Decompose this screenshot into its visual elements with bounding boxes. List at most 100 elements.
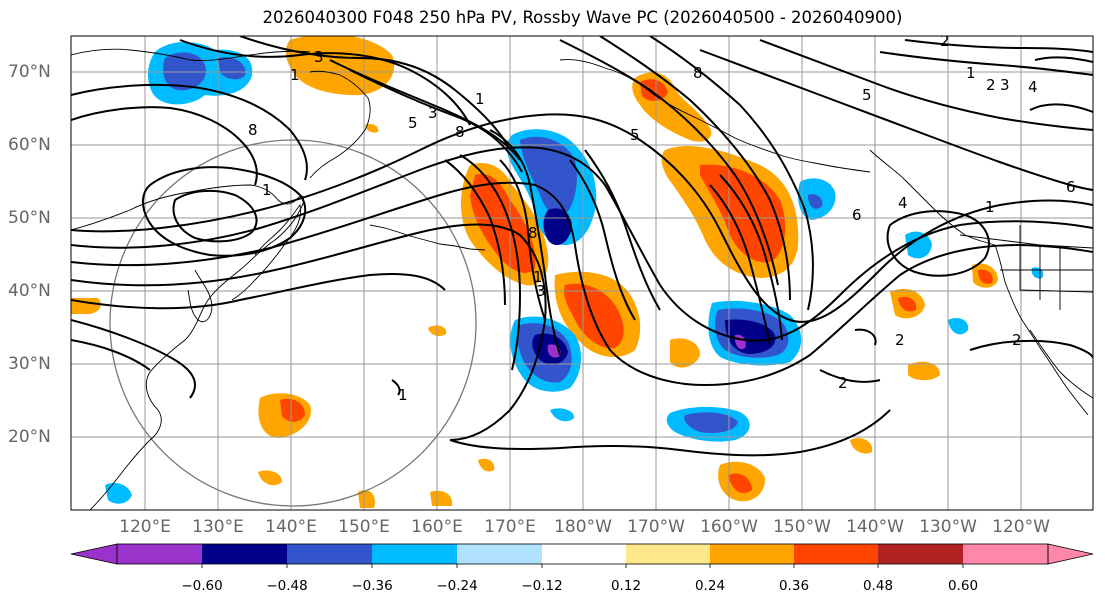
lon-label: 130°E: [192, 517, 244, 537]
contour-label: 1: [533, 268, 543, 286]
contour-36: [391, 379, 401, 396]
contour-16: [559, 39, 779, 286]
colorbar-bin: [878, 544, 963, 564]
colorbar-bin: [710, 544, 794, 564]
contour-20: [759, 39, 1093, 131]
contour-label: 8: [455, 123, 465, 141]
contour-26: [449, 409, 891, 457]
lon-label: 180°W: [554, 517, 612, 537]
colorbar-upper-extension: [1047, 543, 1094, 565]
negative-anomaly-tropical-west: [105, 482, 132, 504]
positive-anomaly-small-3: [258, 470, 282, 486]
contour-label: 4: [898, 194, 908, 212]
contour-27: [819, 369, 881, 383]
positive-anomaly-southeast: [908, 361, 940, 381]
contour-28: [489, 129, 561, 356]
colorbar-frame: [116, 543, 1049, 565]
contour-label: 1: [475, 90, 485, 108]
mexico-coastline: [1029, 329, 1093, 399]
map-panel: 8 1 5 8 3 3 1 8 5 1 5 8 6 4 1 6 2 1 2 3 …: [71, 36, 1093, 510]
contour-label: 3: [428, 104, 438, 122]
contour-label: 5: [630, 126, 640, 144]
contour-33: [584, 149, 661, 311]
aleutian-chain: [369, 224, 486, 251]
contour-4: [71, 223, 547, 441]
asia-coastline: [71, 184, 305, 510]
contour-5: [71, 272, 446, 310]
lat-label: 50°N: [8, 208, 51, 228]
colorbar-bin: [963, 544, 1048, 564]
positive-anomaly-small-7: [365, 123, 379, 133]
contour-21: [879, 51, 1093, 76]
negative-anomaly-dateline-north-mid: [520, 136, 577, 217]
contour-25: [969, 339, 1093, 359]
colorbar-bin: [117, 544, 202, 564]
colorbar-tick-label: 0.36: [778, 578, 810, 594]
positive-anomaly-subtropical-east: [670, 338, 700, 368]
contour-7: [71, 339, 151, 371]
contour-9: [172, 189, 258, 243]
us-state-lines: [1000, 225, 1093, 310]
contour-10: [71, 106, 258, 186]
contour-11: [71, 83, 308, 181]
range-ring: [109, 139, 477, 507]
colorbar-bin: [626, 544, 710, 564]
contour-label: 6: [1066, 178, 1076, 196]
colorbar-bin: [794, 544, 878, 564]
colorbar-bin: [457, 544, 542, 564]
colorbar-tick-label: 0.12: [610, 578, 642, 594]
lat-lon-grid: [71, 36, 1093, 510]
contour-label: 1: [966, 64, 976, 82]
lon-label: 150°W: [773, 517, 831, 537]
kamchatka-coastline: [309, 70, 371, 179]
positive-anomaly-central-pacific-core: [564, 283, 624, 349]
contour-32: [569, 159, 636, 321]
map-frame: [70, 35, 1094, 511]
colorbar-bin: [202, 544, 287, 564]
contour-29: [499, 159, 546, 321]
contour-30: [459, 154, 522, 371]
contour-38: [1034, 56, 1093, 63]
lon-label: 170°W: [627, 517, 685, 537]
contour-label: 2: [838, 374, 848, 392]
negative-anomaly-hawaii-north-core: [684, 412, 738, 434]
contour-label: 1: [262, 181, 272, 199]
negative-anomaly-baja: [948, 318, 969, 335]
colorbar-tick-label: −0.48: [266, 578, 308, 594]
map-title: 2026040300 F048 250 hPa PV, Rossby Wave …: [262, 8, 903, 27]
colorbar-bin: [372, 544, 457, 564]
contour-3: [71, 181, 1093, 387]
contour-19: [699, 49, 1093, 191]
lon-label: 160°E: [411, 517, 463, 537]
lat-label: 60°N: [8, 135, 51, 155]
contour-34: [709, 184, 771, 346]
contour-label: 8: [693, 64, 703, 82]
contour-label: 1: [290, 66, 300, 84]
colorbar-tick-label: −0.24: [436, 578, 478, 594]
contour-label: 5: [862, 86, 872, 104]
positive-anomaly-alaska-core: [640, 79, 668, 101]
contour-labels: 8 1 5 8 3 3 1 8 5 1 5 8 6 4 1 6 2 1 2 3 …: [248, 36, 1076, 404]
coastlines: [71, 48, 1093, 510]
colorbar-tick-label: −0.36: [351, 578, 393, 594]
positive-anomaly-california-core: [978, 269, 993, 284]
negative-anomaly-bc-core: [808, 194, 823, 209]
contour-6: [71, 319, 196, 399]
positive-anomaly-dateline-core: [470, 174, 536, 273]
positive-anomaly-west-pacific-sub-core: [280, 398, 305, 422]
contour-label: 3: [1000, 76, 1010, 94]
colorbar-tick-label: 0.48: [862, 578, 894, 594]
contour-24: [886, 210, 990, 277]
negative-anomaly-siberia-core: [163, 52, 206, 91]
contour-37: [854, 328, 877, 346]
positive-anomaly-ne-pacific-core: [898, 296, 917, 312]
colorbar-tick-label: −0.60: [181, 578, 223, 594]
contour-15: [349, 69, 523, 173]
korea-coastline: [187, 269, 213, 323]
colorbar-tick-label: −0.12: [521, 578, 563, 594]
contour-label: 6: [852, 206, 862, 224]
pv-contours: [71, 36, 1093, 457]
us-west-coastline: [994, 244, 1089, 416]
contour-label: 1: [398, 386, 408, 404]
